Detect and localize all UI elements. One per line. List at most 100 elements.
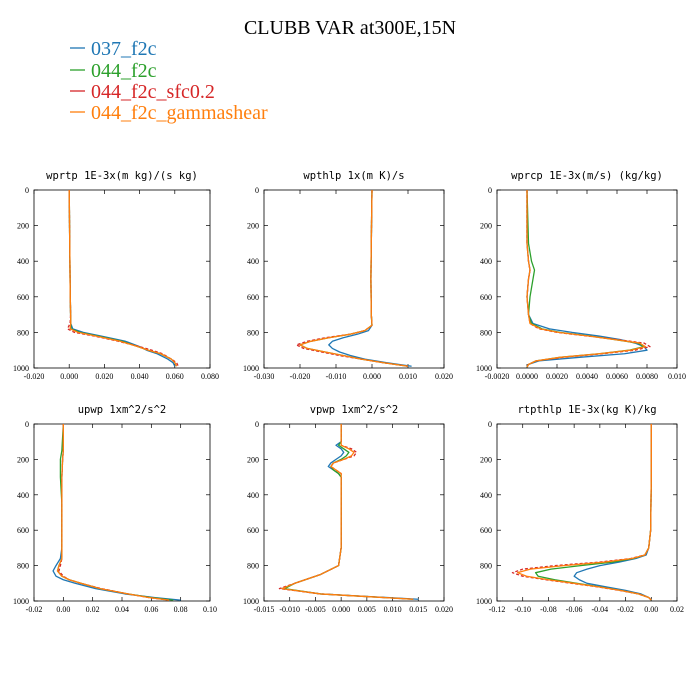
x-tick-label: -0.02: [617, 605, 634, 614]
y-tick-label: 0: [255, 420, 259, 429]
x-tick-label: 0.020: [435, 605, 453, 614]
series-line: [299, 189, 409, 367]
legend-label: 044_f2c: [91, 60, 157, 82]
x-tick-label: 0.020: [95, 372, 113, 381]
plot-frame: [263, 189, 445, 369]
y-tick-label: 200: [17, 455, 29, 464]
plot-frame: [33, 189, 211, 369]
y-tick-label: 800: [480, 562, 492, 571]
y-tick-label: 400: [480, 257, 492, 266]
x-tick-label: 0.000: [60, 372, 78, 381]
y-tick-label: 200: [247, 222, 259, 231]
y-tick-label: 800: [17, 562, 29, 571]
x-tick-label: 0.000: [332, 605, 350, 614]
plot-frame: [496, 189, 678, 369]
series-line: [56, 423, 174, 601]
chart-panel: rtpthlp 1E-3x(kg K)/kg -0.12 -0.10 -0.08 -0.…: [476, 404, 684, 614]
panel-grid: wprtp 1E-3x(m kg)/(s kg)-0.020 0.000 0.020…: [13, 170, 686, 614]
panel-title: rtpthlp 1E-3x(kg K)/kg: [517, 404, 656, 416]
y-tick-label: 200: [480, 222, 492, 231]
series-line: [526, 190, 651, 368]
x-tick-label: 0.020: [435, 372, 453, 381]
y-tick-label: 400: [247, 491, 259, 500]
x-tick-label: 0.04: [115, 605, 129, 614]
y-tick-label: 800: [247, 562, 259, 571]
y-tick-label: 1000: [13, 364, 29, 373]
legend-item: 044_f2c: [70, 60, 157, 82]
series-line: [281, 424, 414, 600]
y-tick-label: 200: [247, 455, 259, 464]
x-tick-label: 0.0060: [606, 372, 628, 381]
y-tick-label: 1000: [243, 597, 259, 606]
x-tick-label: 0.060: [166, 372, 184, 381]
y-tick-label: 400: [17, 257, 29, 266]
legend-label: 037_f2c: [91, 38, 157, 60]
chart-panel: wpthlp 1x(m K)/s -0.030 -0.020 -0.010 0.000 0…: [243, 170, 453, 381]
x-tick-label: -0.08: [540, 605, 557, 614]
series-line: [283, 424, 414, 600]
plot-frame: [496, 423, 678, 602]
panel-title: upwp 1xm^2/s^2: [78, 404, 167, 416]
legend-item: 044_f2c_gammashear: [70, 102, 268, 124]
y-tick-label: 600: [480, 526, 492, 535]
y-tick-label: 800: [17, 328, 29, 337]
x-tick-label: 0.000: [363, 372, 381, 381]
x-tick-label: -0.10: [514, 605, 531, 614]
x-tick-label: -0.030: [254, 372, 275, 381]
series-line: [573, 424, 652, 601]
y-tick-label: 400: [480, 491, 492, 500]
x-tick-label: -0.020: [24, 372, 45, 381]
x-tick-label: 0.0040: [576, 372, 598, 381]
series-line: [328, 189, 412, 367]
x-tick-label: -0.12: [489, 605, 506, 614]
x-tick-label: 0.005: [358, 605, 376, 614]
panel-title: wpthlp 1x(m K)/s: [303, 170, 404, 182]
x-tick-label: -0.0020: [485, 372, 510, 381]
x-tick-label: 0.00: [56, 605, 70, 614]
series-line: [52, 424, 181, 601]
x-tick-label: -0.010: [279, 605, 300, 614]
y-tick-label: 800: [480, 328, 492, 337]
panel-title: vpwp 1xm^2/s^2: [310, 404, 399, 416]
legend: 037_f2c 044_f2c 044_f2c_sfc0.2 044_f2c_g…: [70, 38, 268, 124]
y-tick-label: 1000: [476, 597, 492, 606]
y-tick-label: 0: [488, 186, 492, 195]
x-tick-label: 0.010: [399, 372, 417, 381]
x-tick-label: 0.0020: [546, 372, 568, 381]
plot-frame: [263, 423, 445, 602]
x-tick-label: 0.080: [201, 372, 219, 381]
y-tick-label: 1000: [243, 364, 259, 373]
y-tick-label: 0: [25, 420, 29, 429]
y-tick-label: 600: [17, 293, 29, 302]
y-tick-label: 0: [255, 186, 259, 195]
series-line: [56, 424, 170, 601]
y-tick-label: 600: [247, 293, 259, 302]
series-line: [66, 189, 179, 367]
series-line: [295, 189, 409, 367]
legend-item: 044_f2c_sfc0.2: [70, 81, 215, 103]
x-tick-label: -0.010: [326, 372, 347, 381]
series-line: [68, 189, 178, 367]
x-tick-label: 0.0080: [636, 372, 658, 381]
y-tick-label: 200: [17, 222, 29, 231]
x-tick-label: -0.005: [305, 605, 326, 614]
chart-panel: upwp 1xm^2/s^2 -0.02 0.00 0.02 0.04 0.06 0.08 0…: [13, 404, 217, 614]
x-tick-label: 0.0000: [516, 372, 538, 381]
y-tick-label: 1000: [476, 364, 492, 373]
x-tick-label: 0.040: [131, 372, 149, 381]
y-tick-label: 400: [247, 257, 259, 266]
y-tick-label: 600: [17, 526, 29, 535]
legend-label: 044_f2c_gammashear: [91, 102, 268, 124]
x-tick-label: 0.02: [86, 605, 100, 614]
series-line: [526, 190, 647, 368]
y-tick-label: 200: [480, 455, 492, 464]
x-tick-label: 0.10: [203, 605, 217, 614]
chart-panel: wprtp 1E-3x(m kg)/(s kg) -0.020 0.000 0.020…: [13, 170, 219, 381]
series-line: [58, 424, 170, 601]
series-line: [511, 424, 652, 601]
series-line: [68, 189, 176, 367]
series-line: [68, 189, 178, 367]
chart-panel: vpwp 1xm^2/s^2 -0.015 -0.010 -0.005 0.000 0.0…: [243, 404, 453, 614]
x-tick-label: -0.04: [592, 605, 609, 614]
x-tick-label: 0.010: [668, 372, 686, 381]
